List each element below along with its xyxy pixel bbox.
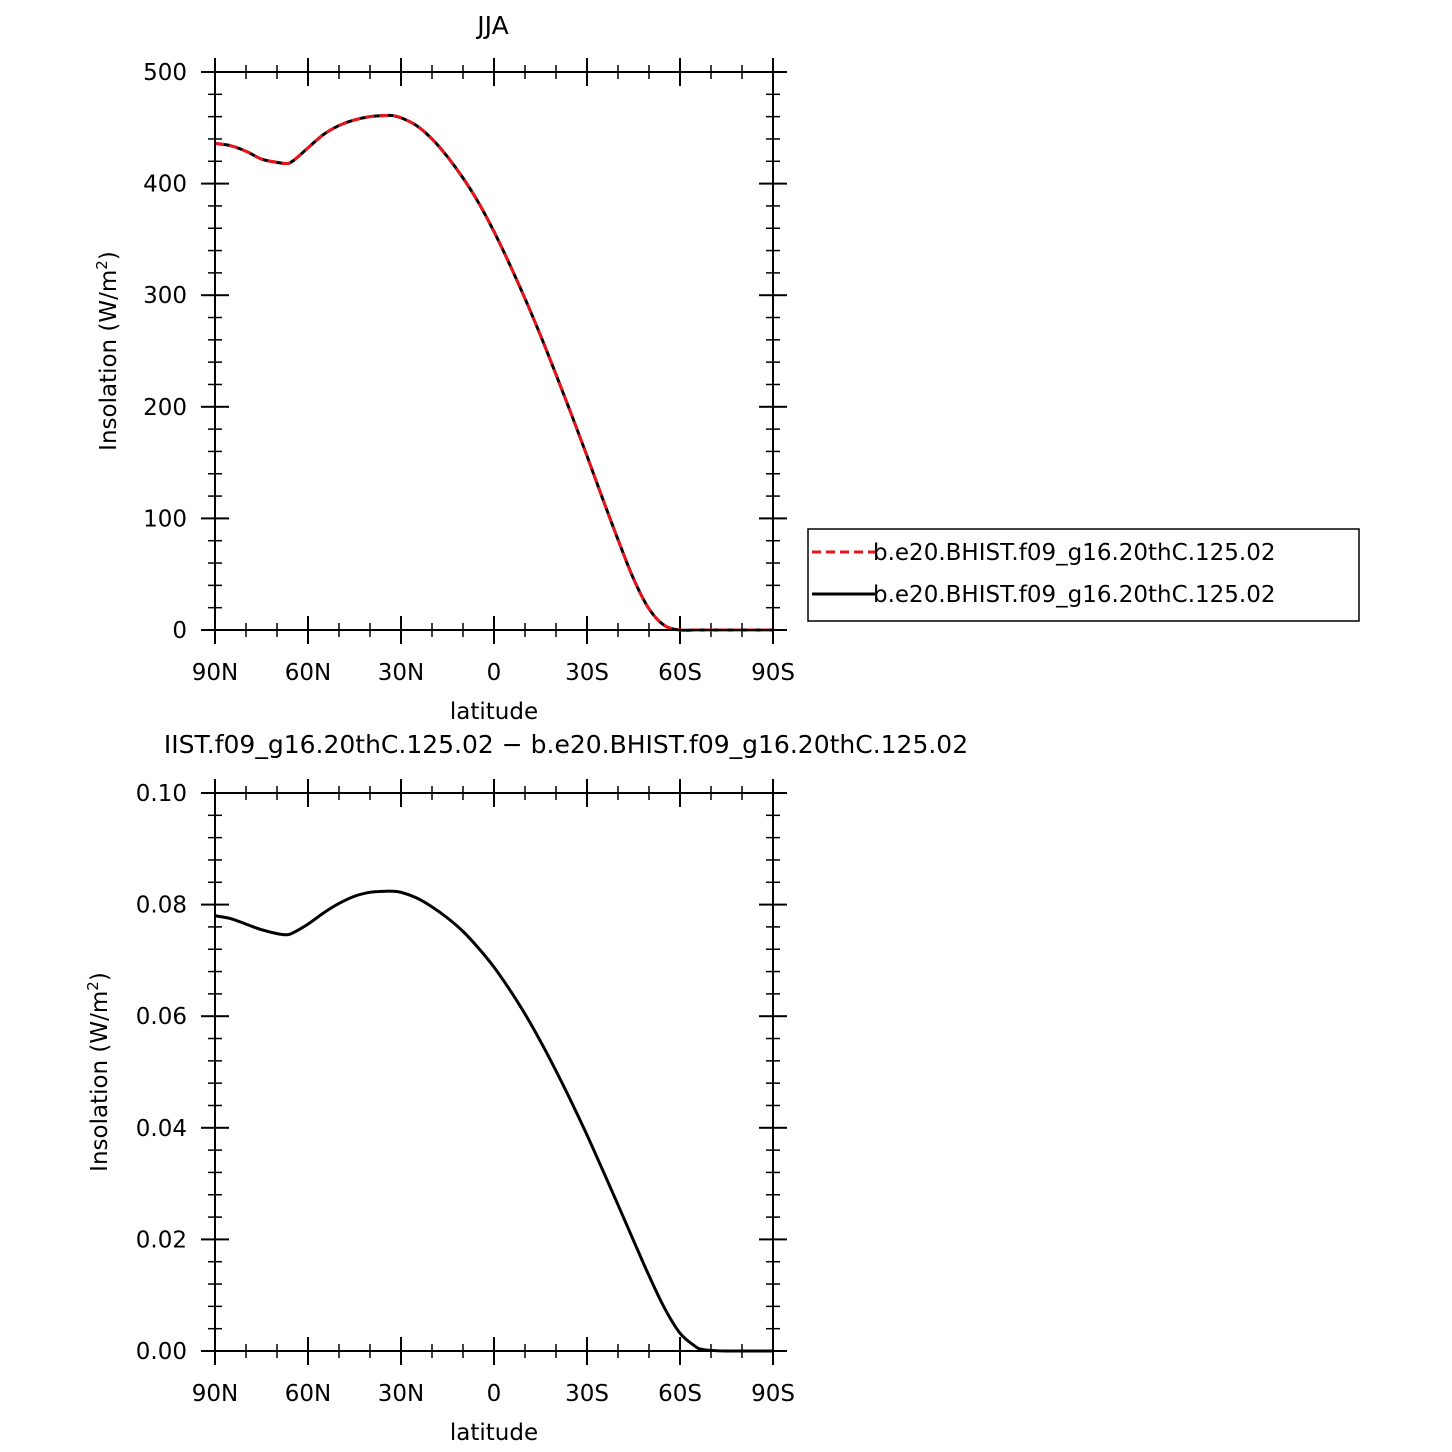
top-chart-x-tick-label: 30S bbox=[565, 660, 609, 686]
top-chart: JJA 90N 60N 30N 0 30S 60S 90S 0 100 200 300 400 500… bbox=[93, 11, 795, 725]
bottom-chart-x-tick-label: 30N bbox=[378, 1381, 424, 1407]
bottom-chart-y-tick-label: 0.02 bbox=[136, 1227, 187, 1253]
top-chart-x-tick-label: 60N bbox=[285, 660, 331, 686]
top-chart-x-axis-label: latitude bbox=[450, 699, 538, 725]
top-chart-y-tick-label: 500 bbox=[143, 60, 187, 86]
top-chart-legend: b.e20.BHIST.f09_g16.20thC.125.02 b.e20.B… bbox=[807, 528, 1360, 622]
top-chart-y-axis-label-name: Insolation bbox=[96, 339, 122, 451]
bottom-chart-x-tick-label: 90N bbox=[192, 1381, 238, 1407]
top-chart-y-tick-label: 300 bbox=[143, 283, 187, 309]
bottom-chart-y-axis-label: Insolation (W/m2) bbox=[84, 972, 113, 1172]
top-chart-x-tick-labels: 90N 60N 30N 0 30S 60S 90S bbox=[192, 660, 795, 686]
top-chart-y-tick-label: 400 bbox=[143, 172, 187, 198]
top-chart-y-tick-labels: 0 100 200 300 400 500 bbox=[143, 60, 187, 644]
top-chart-ticks bbox=[201, 58, 787, 644]
bottom-chart: IIST.f09_g16.20thC.125.02 − b.e20.BHIST.… bbox=[84, 730, 968, 1446]
top-chart-y-axis-label: Insolation (W/m2) bbox=[93, 251, 122, 451]
top-chart-x-tick-label: 90N bbox=[192, 660, 238, 686]
bottom-chart-y-axis-label-unit: (W/m bbox=[87, 991, 113, 1053]
bottom-chart-x-tick-labels: 90N 60N 30N 0 30S 60S 90S bbox=[192, 1381, 795, 1407]
legend-entry-1: b.e20.BHIST.f09_g16.20thC.125.02 bbox=[873, 540, 1275, 566]
bottom-chart-y-tick-label: 0.00 bbox=[136, 1339, 187, 1365]
bottom-chart-y-tick-labels: 0.00 0.02 0.04 0.06 0.08 0.10 bbox=[136, 781, 187, 1365]
bottom-chart-y-tick-label: 0.08 bbox=[136, 893, 187, 919]
top-chart-frame bbox=[214, 71, 774, 631]
bottom-chart-series-line-1 bbox=[214, 889, 773, 1353]
bottom-chart-x-tick-label: 60N bbox=[285, 1381, 331, 1407]
top-chart-y-axis-label-close: ) bbox=[96, 251, 122, 260]
top-chart-title: JJA bbox=[475, 11, 508, 40]
bottom-chart-x-tick-label: 30S bbox=[565, 1381, 609, 1407]
bottom-chart-title: IIST.f09_g16.20thC.125.02 − b.e20.BHIST.… bbox=[164, 730, 968, 759]
legend-entry-2: b.e20.BHIST.f09_g16.20thC.125.02 bbox=[873, 582, 1275, 608]
bottom-chart-x-tick-label: 90S bbox=[751, 1381, 795, 1407]
top-chart-y-axis-label-unit: (W/m bbox=[96, 270, 122, 332]
bottom-chart-series bbox=[214, 889, 773, 1353]
bottom-chart-y-tick-label: 0.06 bbox=[136, 1004, 187, 1030]
bottom-chart-y-axis-label-sup: 2 bbox=[84, 981, 102, 991]
top-chart-x-tick-label: 90S bbox=[751, 660, 795, 686]
bottom-chart-x-tick-label: 0 bbox=[487, 1381, 502, 1407]
bottom-chart-y-tick-label: 0.10 bbox=[136, 781, 187, 807]
bottom-chart-ticks bbox=[201, 779, 787, 1365]
top-chart-series-line-2 bbox=[214, 113, 773, 632]
bottom-chart-frame bbox=[214, 792, 774, 1352]
bottom-chart-y-axis-label-name: Insolation bbox=[87, 1060, 113, 1172]
top-chart-x-tick-label: 0 bbox=[487, 660, 502, 686]
bottom-chart-x-tick-label: 60S bbox=[658, 1381, 702, 1407]
bottom-chart-y-tick-label: 0.04 bbox=[136, 1116, 187, 1142]
top-chart-y-tick-label: 200 bbox=[143, 395, 187, 421]
top-chart-x-tick-label: 30N bbox=[378, 660, 424, 686]
top-chart-y-tick-label: 0 bbox=[172, 618, 187, 644]
bottom-chart-x-axis-label: latitude bbox=[450, 1420, 538, 1446]
bottom-chart-y-axis-label-close: ) bbox=[87, 972, 113, 981]
legend-box bbox=[807, 528, 1360, 622]
top-chart-series-line-1 bbox=[214, 113, 773, 632]
top-chart-x-tick-label: 60S bbox=[658, 660, 702, 686]
top-chart-y-axis-label-sup: 2 bbox=[93, 260, 111, 270]
top-chart-y-tick-label: 100 bbox=[143, 506, 187, 532]
top-chart-series bbox=[214, 113, 773, 632]
